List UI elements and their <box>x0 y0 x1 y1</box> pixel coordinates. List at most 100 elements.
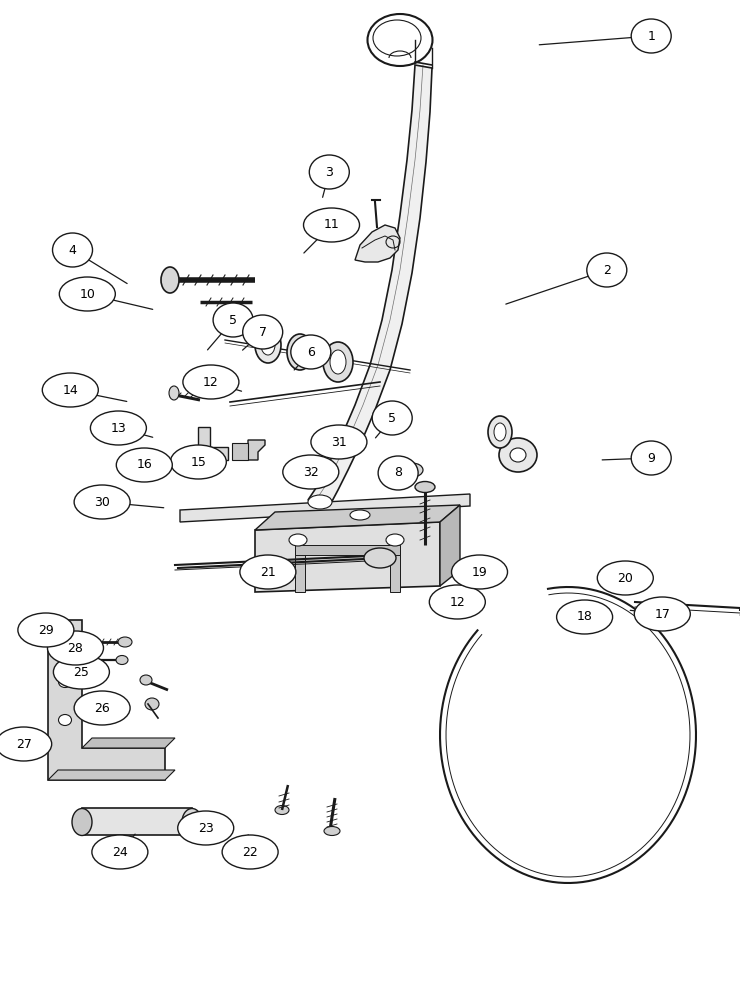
Ellipse shape <box>161 267 179 293</box>
Ellipse shape <box>182 808 202 836</box>
Ellipse shape <box>169 386 179 400</box>
Ellipse shape <box>118 637 132 647</box>
Text: 13: 13 <box>110 422 127 434</box>
Ellipse shape <box>53 655 110 689</box>
Ellipse shape <box>92 835 148 869</box>
Ellipse shape <box>415 482 435 492</box>
Text: 24: 24 <box>112 846 128 858</box>
Ellipse shape <box>243 315 283 349</box>
Ellipse shape <box>303 208 360 242</box>
Ellipse shape <box>261 335 275 355</box>
Ellipse shape <box>240 555 296 589</box>
Text: 21: 21 <box>260 566 276 578</box>
Ellipse shape <box>53 233 92 267</box>
Ellipse shape <box>42 373 98 407</box>
Ellipse shape <box>407 467 417 473</box>
Ellipse shape <box>291 335 331 369</box>
Polygon shape <box>82 808 192 835</box>
Text: 10: 10 <box>79 288 95 300</box>
Text: 8: 8 <box>394 466 402 480</box>
Text: 23: 23 <box>198 822 214 834</box>
Text: 22: 22 <box>242 846 258 858</box>
Polygon shape <box>232 443 248 460</box>
Ellipse shape <box>350 510 370 520</box>
Polygon shape <box>255 505 460 530</box>
Text: 3: 3 <box>326 165 333 178</box>
Ellipse shape <box>289 534 307 546</box>
Ellipse shape <box>58 639 72 650</box>
Ellipse shape <box>556 600 613 634</box>
Ellipse shape <box>47 631 104 665</box>
Ellipse shape <box>18 613 74 647</box>
Ellipse shape <box>58 714 72 726</box>
Ellipse shape <box>372 401 412 435</box>
Ellipse shape <box>401 463 423 477</box>
Text: 18: 18 <box>576 610 593 624</box>
Text: 20: 20 <box>617 572 633 584</box>
Polygon shape <box>295 550 305 592</box>
Ellipse shape <box>587 253 627 287</box>
Ellipse shape <box>59 277 115 311</box>
Text: 15: 15 <box>190 456 206 468</box>
Ellipse shape <box>74 691 130 725</box>
Text: 25: 25 <box>73 666 90 678</box>
Ellipse shape <box>386 534 404 546</box>
Ellipse shape <box>323 342 353 382</box>
Text: 4: 4 <box>69 243 76 256</box>
Text: 6: 6 <box>307 346 314 359</box>
Text: 5: 5 <box>229 314 237 326</box>
Polygon shape <box>248 440 265 460</box>
Ellipse shape <box>72 808 92 836</box>
Text: 9: 9 <box>648 452 655 464</box>
Ellipse shape <box>287 334 313 370</box>
Ellipse shape <box>222 835 278 869</box>
Ellipse shape <box>378 456 418 490</box>
Polygon shape <box>390 550 400 592</box>
Text: 5: 5 <box>388 412 396 424</box>
Text: 27: 27 <box>16 738 32 750</box>
Ellipse shape <box>140 675 152 685</box>
Ellipse shape <box>309 155 349 189</box>
Text: 14: 14 <box>62 383 78 396</box>
Ellipse shape <box>451 555 508 589</box>
Text: 28: 28 <box>67 642 84 654</box>
Ellipse shape <box>145 698 159 710</box>
Polygon shape <box>82 738 175 748</box>
Ellipse shape <box>0 727 52 761</box>
Ellipse shape <box>634 597 690 631</box>
Ellipse shape <box>308 495 332 509</box>
Text: 17: 17 <box>654 607 670 620</box>
Polygon shape <box>48 620 165 780</box>
Ellipse shape <box>178 811 234 845</box>
Ellipse shape <box>429 585 485 619</box>
Text: 7: 7 <box>259 326 266 338</box>
Ellipse shape <box>311 425 367 459</box>
Ellipse shape <box>494 423 506 441</box>
Text: 12: 12 <box>203 375 219 388</box>
Text: 26: 26 <box>94 702 110 714</box>
Ellipse shape <box>294 342 306 361</box>
Ellipse shape <box>58 676 72 688</box>
Polygon shape <box>180 494 470 522</box>
Polygon shape <box>198 427 228 460</box>
Polygon shape <box>308 65 432 505</box>
Ellipse shape <box>364 548 396 568</box>
Ellipse shape <box>499 438 537 472</box>
Ellipse shape <box>170 445 226 479</box>
Polygon shape <box>255 522 440 592</box>
Polygon shape <box>355 225 400 262</box>
Ellipse shape <box>90 411 147 445</box>
Ellipse shape <box>597 561 653 595</box>
Text: 2: 2 <box>603 263 610 276</box>
Text: 1: 1 <box>648 29 655 42</box>
Polygon shape <box>295 545 400 555</box>
Text: 19: 19 <box>471 566 488 578</box>
Ellipse shape <box>488 416 512 448</box>
Polygon shape <box>440 505 460 586</box>
Text: 30: 30 <box>94 495 110 508</box>
Ellipse shape <box>623 573 637 591</box>
Ellipse shape <box>116 448 172 482</box>
Text: 31: 31 <box>331 436 347 448</box>
Ellipse shape <box>255 327 281 363</box>
Ellipse shape <box>74 485 130 519</box>
